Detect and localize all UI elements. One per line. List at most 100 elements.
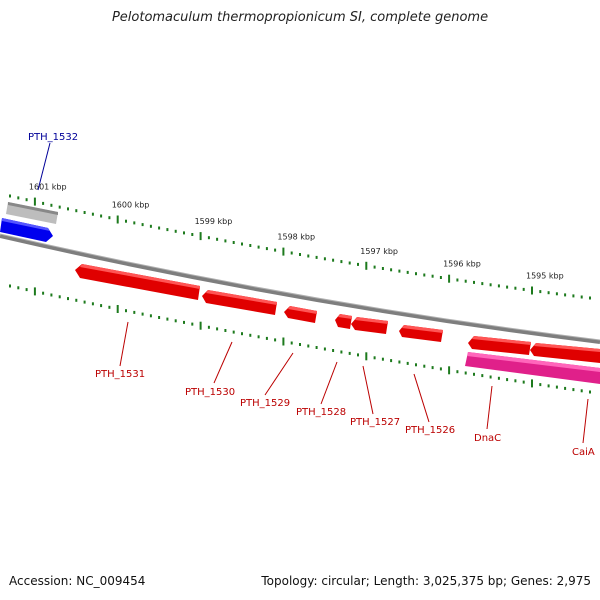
minor-tick [166, 317, 169, 321]
minor-tick [473, 372, 475, 376]
minor-tick [323, 347, 326, 351]
major-tick [365, 352, 368, 361]
minor-tick [555, 385, 558, 389]
pseudo-feature-bar-edge [8, 202, 58, 215]
label-pth-1531[interactable]: PTH_1531 [95, 369, 145, 380]
minor-tick [456, 370, 459, 374]
minor-tick [423, 273, 426, 277]
major-tick [199, 321, 202, 330]
minor-tick [133, 310, 136, 314]
minor-tick [290, 341, 293, 345]
minor-tick [183, 231, 185, 235]
minor-tick [149, 314, 152, 318]
minor-tick [514, 379, 517, 383]
minor-tick [373, 265, 376, 269]
minor-tick [141, 223, 144, 227]
minor-tick [481, 282, 484, 286]
minor-tick [431, 274, 434, 278]
minor-tick [315, 255, 318, 259]
minor-tick [439, 276, 442, 279]
minor-tick [241, 332, 243, 336]
tick-labels: 1601 kbp 1600 kbp 1599 kbp 1598 kbp 1597 kbp… [29, 183, 564, 281]
minor-tick [473, 280, 475, 284]
minor-tick [75, 298, 78, 302]
minor-tick [133, 221, 136, 225]
minor-tick [67, 297, 69, 301]
minor-tick [158, 316, 161, 319]
minor-tick [158, 226, 161, 230]
label-dnac[interactable]: DnaC [474, 433, 501, 444]
minor-tick [315, 346, 318, 349]
minor-tick [174, 319, 177, 323]
major-tick [531, 286, 533, 295]
label-pth-1529[interactable]: PTH_1529 [240, 398, 290, 409]
minor-tick [83, 211, 86, 214]
genome-backbone [0, 234, 600, 344]
minor-tick [348, 351, 351, 355]
label-pth-1528[interactable]: PTH_1528 [296, 407, 346, 418]
minor-tick [17, 196, 20, 200]
major-tick [282, 337, 285, 346]
gene-caia-highlight [467, 352, 600, 372]
minor-tick [307, 344, 310, 348]
accession-text: Accession: NC_009454 [9, 574, 146, 588]
gene-pth-1530[interactable] [202, 290, 277, 315]
minor-tick [439, 367, 442, 371]
minor-tick [191, 233, 194, 236]
minor-tick [257, 335, 260, 339]
minor-tick [539, 290, 542, 294]
minor-tick [398, 360, 401, 364]
minor-tick [91, 302, 94, 306]
minor-tick [456, 278, 459, 282]
minor-tick [100, 214, 103, 218]
minor-tick [522, 287, 525, 291]
label-pth-1527[interactable]: PTH_1527 [350, 417, 400, 428]
minor-tick [299, 253, 301, 256]
label-pth-1532[interactable]: PTH_1532 [28, 132, 78, 143]
gene-pth-1532[interactable] [0, 218, 53, 242]
gene-caia[interactable] [465, 352, 600, 384]
gene-dnac-highlight [472, 336, 531, 345]
minor-tick [357, 262, 359, 266]
minor-tick [42, 291, 45, 295]
tick-label: 1601 kbp [29, 183, 67, 192]
gene-pth-1529-highlight [288, 306, 317, 314]
minor-tick [406, 361, 409, 365]
minor-tick [207, 325, 210, 329]
label-pth-1526[interactable]: PTH_1526 [405, 425, 455, 436]
genome-summary-text: Topology: circular; Length: 3,025,375 bp… [261, 574, 591, 588]
minor-tick [406, 270, 409, 274]
minor-tick [390, 268, 393, 272]
connector-caia [582, 398, 589, 444]
minor-tick [108, 216, 111, 220]
minor-tick [9, 284, 11, 288]
minor-tick [125, 219, 127, 223]
minor-tick [224, 239, 227, 243]
tick-track-forward [9, 194, 591, 300]
minor-tick [174, 229, 177, 233]
minor-tick [415, 363, 417, 367]
minor-tick [464, 279, 467, 283]
major-tick [199, 232, 202, 241]
minor-tick [299, 343, 301, 346]
minor-tick [431, 366, 434, 370]
connector-pth-1529 [264, 352, 294, 396]
tick-label: 1600 kbp [112, 201, 150, 210]
minor-tick [381, 357, 384, 361]
minor-tick [323, 257, 326, 261]
minor-tick [464, 371, 467, 375]
minor-tick [572, 294, 575, 298]
minor-tick [265, 247, 268, 251]
minor-tick [547, 291, 550, 295]
label-pth-1530[interactable]: PTH_1530 [185, 387, 235, 398]
gene-pth-1526-highlight [402, 325, 443, 333]
minor-tick [50, 293, 53, 297]
major-tick [448, 366, 451, 375]
label-caia[interactable]: CaiA [572, 447, 595, 458]
tick-label: 1597 kbp [360, 247, 398, 256]
minor-tick [274, 338, 277, 342]
gene-pth-1531[interactable] [75, 264, 200, 300]
minor-tick [25, 288, 28, 292]
connector-pth-1526 [413, 373, 430, 423]
connector-dnac [486, 385, 493, 430]
